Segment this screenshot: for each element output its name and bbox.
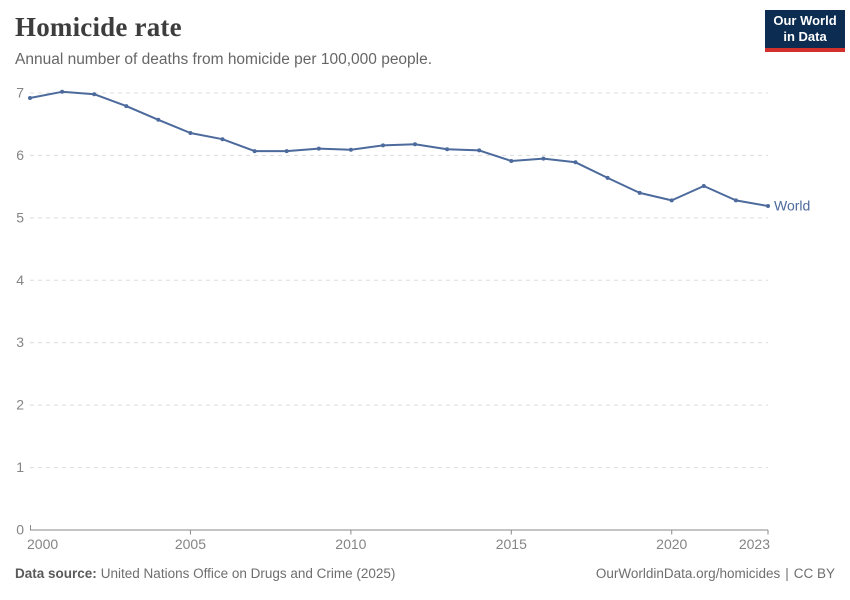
logo-line2: in Data <box>783 29 827 44</box>
x-tick-label: 2000 <box>27 536 58 552</box>
data-point <box>28 96 32 100</box>
data-point <box>284 149 289 154</box>
data-point <box>156 117 161 122</box>
y-tick-label: 3 <box>16 334 24 350</box>
data-point <box>637 190 642 195</box>
data-point <box>573 160 578 165</box>
data-point <box>733 198 738 203</box>
data-point <box>188 131 193 135</box>
data-point <box>92 92 97 97</box>
y-tick-label: 7 <box>16 85 24 101</box>
license-label: CC BY <box>793 566 835 581</box>
data-point <box>220 137 225 142</box>
y-tick-label: 1 <box>16 459 24 475</box>
data-point <box>316 146 321 151</box>
data-point <box>60 89 65 94</box>
data-point <box>124 104 129 109</box>
owid-logo[interactable]: Our World in Data <box>765 10 845 52</box>
chart-subtitle: Annual number of deaths from homicide pe… <box>15 51 433 68</box>
owid-url-link[interactable]: OurWorldinData.org/homicides <box>595 566 781 581</box>
data-source-label: Data source: <box>15 566 97 581</box>
series-label-world: World <box>774 197 810 213</box>
x-tick-label: 2015 <box>496 536 527 552</box>
x-tick-label: 2020 <box>656 536 687 552</box>
data-point <box>509 159 514 163</box>
y-tick-label: 5 <box>16 209 24 225</box>
y-tick-label: 6 <box>16 147 24 163</box>
y-tick-label: 4 <box>16 272 24 288</box>
series-line-world <box>29 90 769 207</box>
y-tick-label: 0 <box>16 522 24 538</box>
page-title: Homicide rate <box>15 12 182 42</box>
logo-line1: Our World <box>773 13 837 28</box>
data-point <box>766 204 770 208</box>
x-tick-label: 2023 <box>739 536 770 552</box>
x-tick-label: 2005 <box>175 536 206 552</box>
data-point <box>669 198 674 203</box>
data-point <box>701 184 706 188</box>
footer-attribution: OurWorldinData.org/homicides | CC BY <box>596 566 835 581</box>
data-point <box>348 147 353 152</box>
data-point <box>413 142 417 147</box>
data-point <box>445 147 450 152</box>
y-tick-label: 2 <box>16 397 24 413</box>
data-source-text: United Nations Office on Drugs and Crime… <box>100 566 396 581</box>
data-point <box>381 143 385 148</box>
data-point <box>252 149 257 154</box>
footer-divider: | <box>785 566 789 581</box>
data-point <box>477 148 482 153</box>
data-point <box>541 156 546 161</box>
data-source: Data source: United Nations Office on Dru… <box>15 566 395 581</box>
data-point <box>605 175 610 180</box>
x-tick-label: 2010 <box>335 536 366 552</box>
